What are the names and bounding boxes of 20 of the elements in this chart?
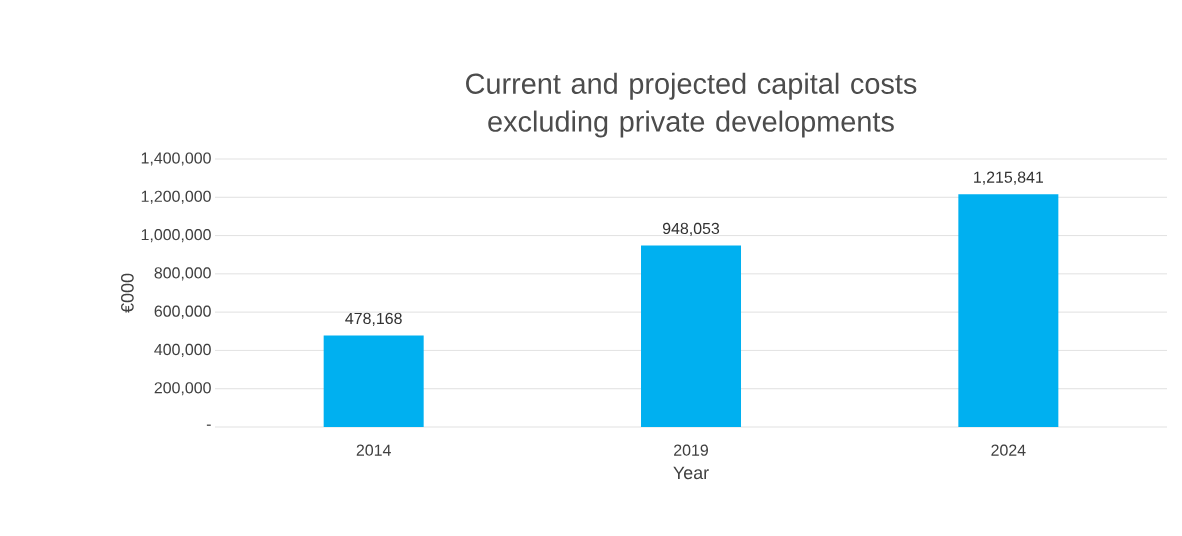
y-tick-label: 200,000 <box>154 382 211 396</box>
x-tick-label: 2014 <box>356 444 391 456</box>
bar <box>958 194 1059 427</box>
bar <box>641 245 742 427</box>
y-tick-label: 1,000,000 <box>141 228 211 243</box>
y-axis-title: €000 <box>121 273 134 313</box>
data-label: 1,215,841 <box>974 171 1043 185</box>
data-label: 948,053 <box>662 222 720 236</box>
y-tick-label: 400,000 <box>154 343 211 357</box>
x-tick-label: 2024 <box>991 444 1026 456</box>
x-tick-label: 2019 <box>674 444 708 456</box>
y-tick-label: 600,000 <box>154 305 211 319</box>
y-tick-label: 800,000 <box>154 267 211 281</box>
y-tick-label: 1,400,000 <box>141 152 211 166</box>
data-label: 478,168 <box>345 312 402 326</box>
chart-title: Current and projected capital costs excluding private developments <box>466 72 917 138</box>
y-tick-label: 1,200,000 <box>141 190 211 204</box>
y-tick-label: - <box>206 424 211 426</box>
x-axis-title: Year <box>673 466 709 480</box>
bar <box>323 335 424 427</box>
